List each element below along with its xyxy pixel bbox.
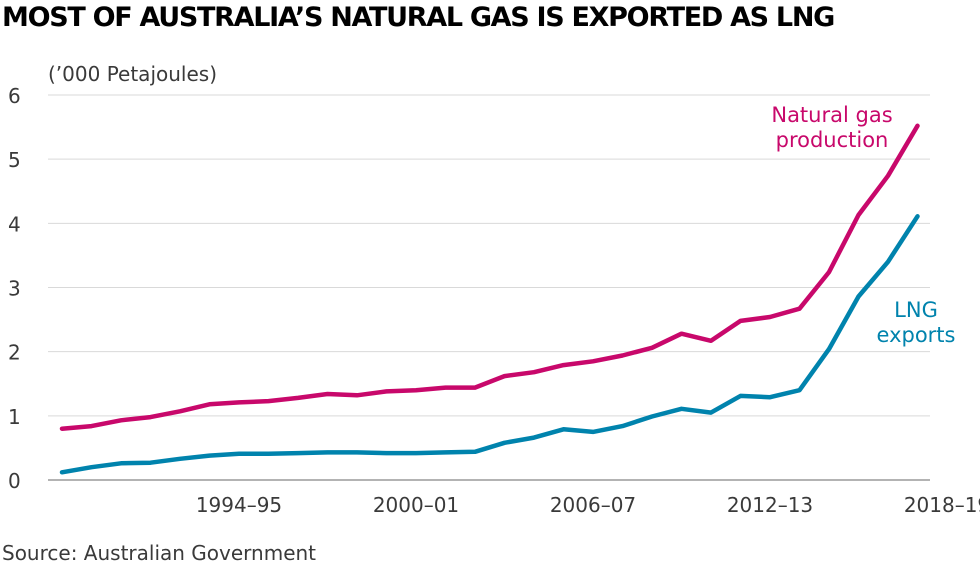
series-label: LNG [894,298,938,322]
chart-title: MOST OF AUSTRALIA’S NATURAL GAS IS EXPOR… [2,2,835,33]
x-tick-label: 2000–01 [373,493,459,517]
y-axis-unit-label: (’000 Petajoules) [48,62,217,86]
x-tick-label: 2006–07 [550,493,636,517]
y-tick-label: 4 [8,212,21,236]
x-tick-label: 2018–19 [904,493,980,517]
x-tick-label: 1994–95 [196,493,282,517]
series-label: Natural gas [771,103,892,127]
x-tick-label: 2012–13 [727,493,813,517]
y-tick-label: 1 [8,405,21,429]
series-label: exports [877,323,956,347]
y-tick-label: 0 [8,469,21,493]
y-tick-label: 3 [8,277,21,301]
y-tick-label: 2 [8,341,21,365]
y-tick-label: 6 [8,84,21,108]
series-label: production [776,128,889,152]
source-note: Source: Australian Government [2,541,317,565]
series-lines [59,123,920,475]
series-line [59,214,920,475]
y-axis-ticks: 0 1 2 3 4 5 6 [8,84,21,493]
y-tick-label: 5 [8,148,21,172]
gridlines [48,94,930,481]
x-axis-ticks: 1994–95 2000–01 2006–07 2012–13 2018–19 [196,493,980,517]
series-line [59,123,920,431]
